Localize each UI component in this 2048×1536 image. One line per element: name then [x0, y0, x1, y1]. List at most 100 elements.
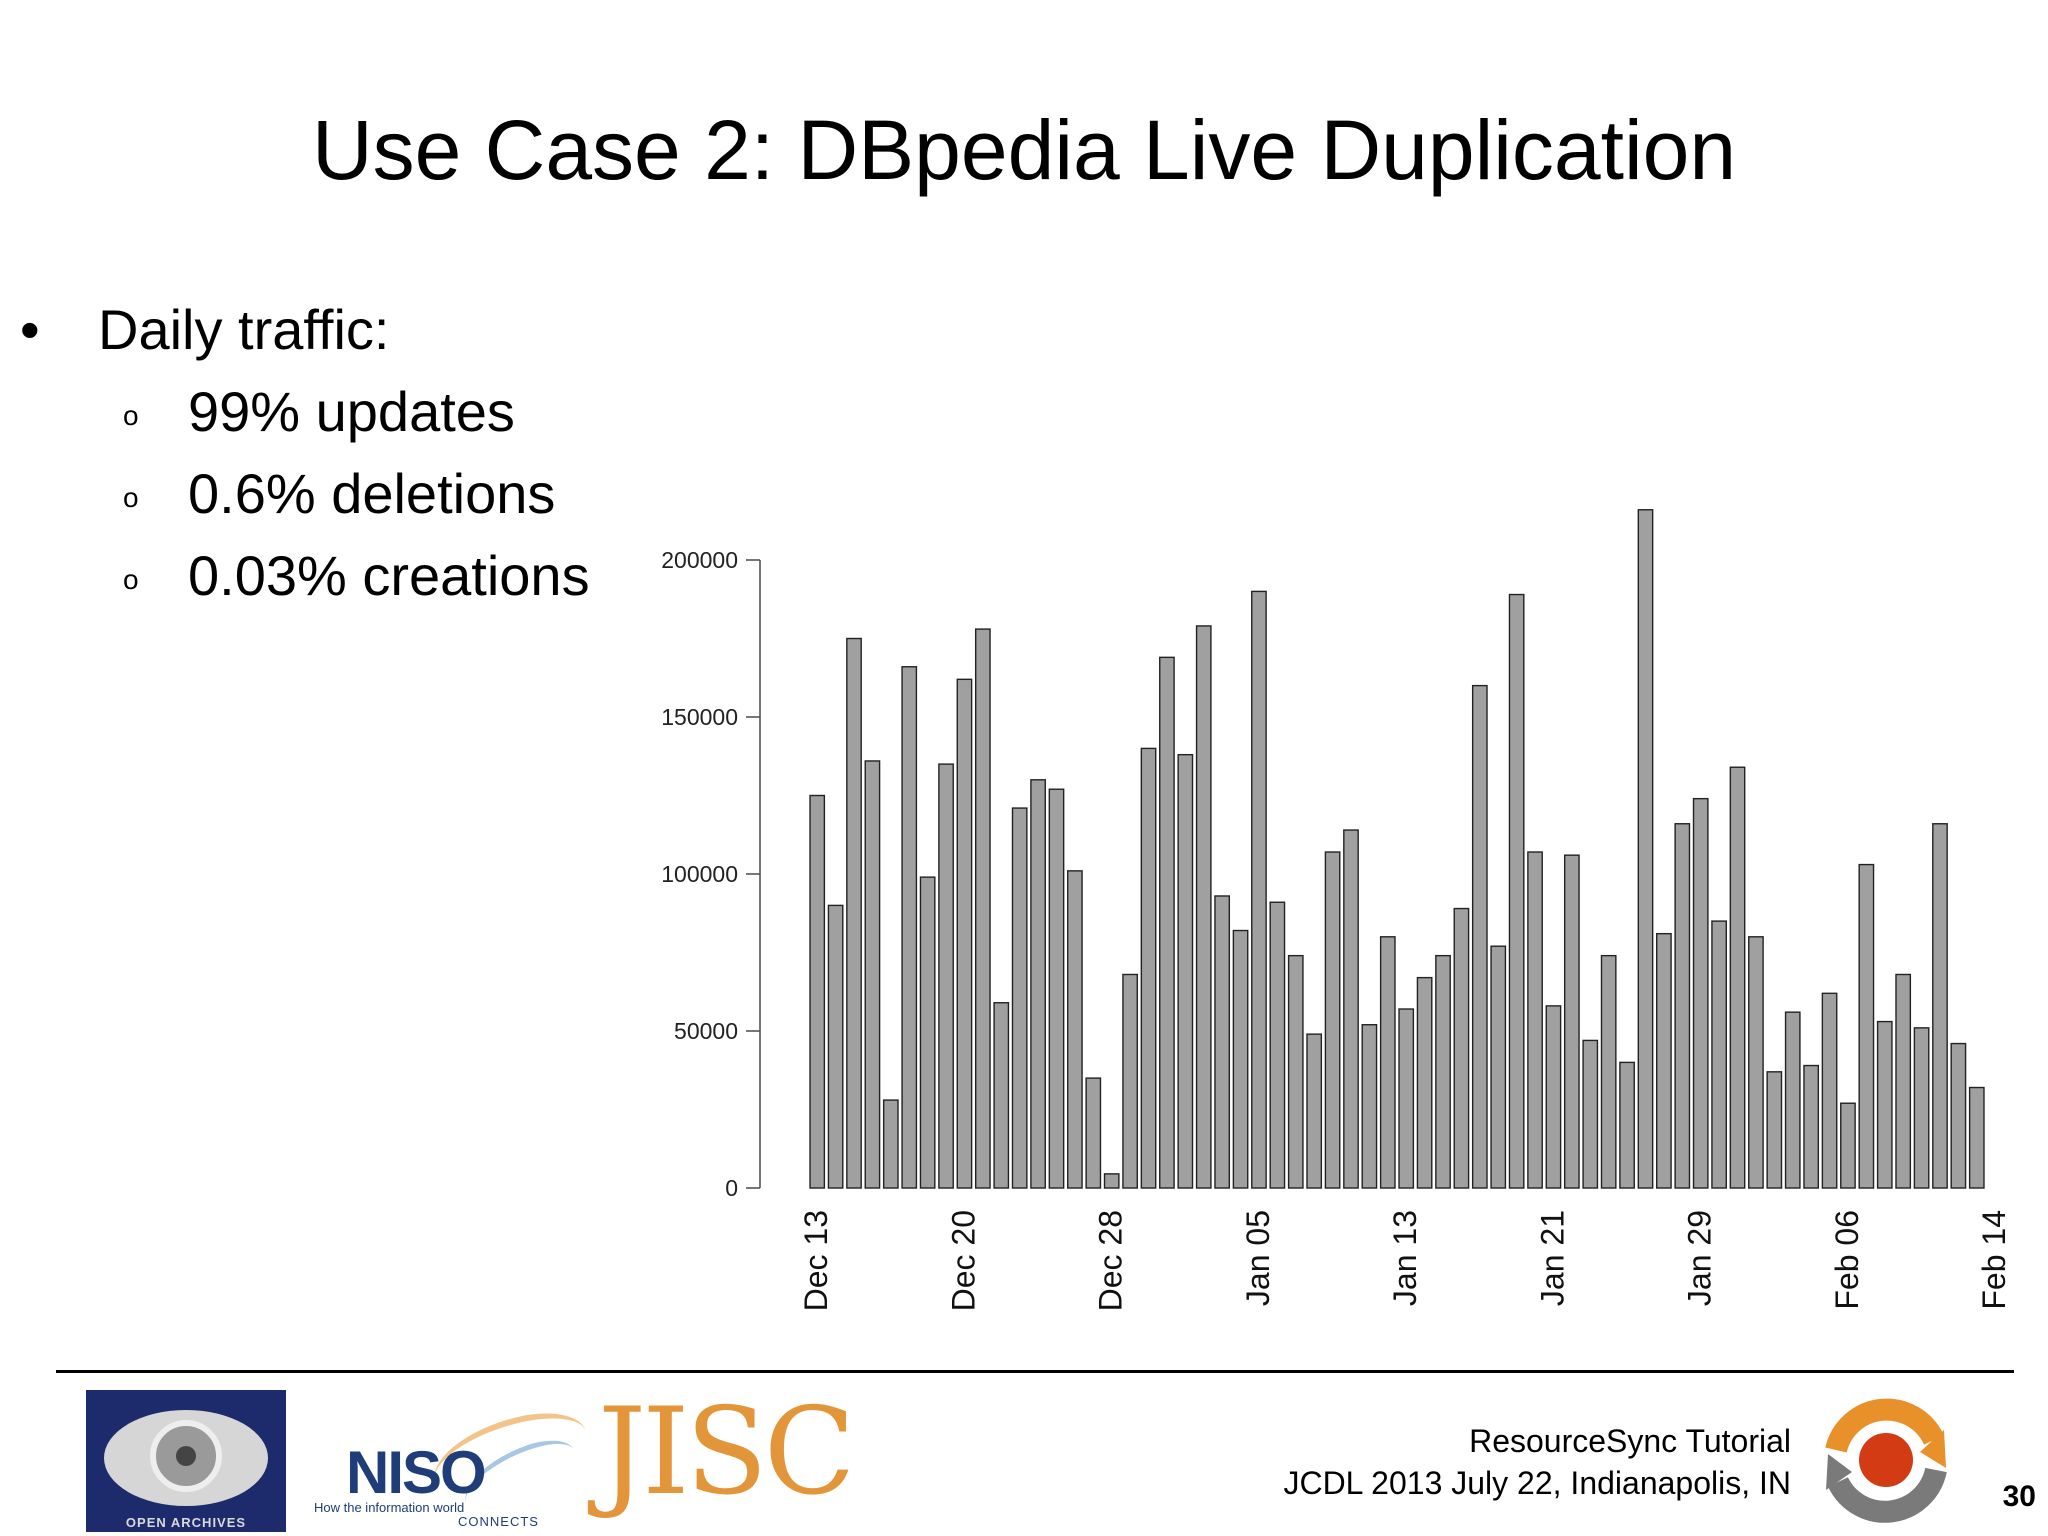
chart-bar: [1527, 851, 1543, 1189]
chart-bar: [1582, 1039, 1599, 1189]
chart-bar: [1122, 973, 1138, 1189]
chart-bar: [1803, 1064, 1820, 1189]
chart-bar: [1306, 1033, 1323, 1189]
x-axis-tick-label: Dec 28: [1093, 1210, 1129, 1311]
y-axis-tick-label: 100000: [661, 861, 738, 887]
bullet-text: Daily traffic:: [98, 298, 390, 361]
chart-bar: [1692, 797, 1709, 1189]
chart-bar: [1361, 1024, 1378, 1189]
x-axis-tick-label: Feb 06: [1829, 1210, 1865, 1310]
chart-bar: [1232, 929, 1249, 1189]
chart-bar: [846, 637, 862, 1189]
chart-bar: [1103, 1173, 1120, 1189]
chart-bar: [1508, 593, 1525, 1189]
sub-bullet-marker: o: [123, 564, 139, 595]
daily-traffic-bar-chart: 0 50000 100000 150000 200000 Dec 13 Dec 20 Dec …: [661, 509, 2012, 1311]
y-axis-tick-label: 150000: [661, 704, 738, 730]
sub-bullet-marker: o: [123, 400, 139, 431]
page-number: 30: [2002, 1480, 2036, 1513]
chart-bar: [1913, 1027, 1930, 1189]
chart-bar: [1821, 992, 1838, 1189]
niso-tagline-connects: CONNECTS: [458, 1514, 539, 1529]
x-axis-tick-label: Feb 14: [1976, 1210, 2012, 1310]
disc-center: [176, 1446, 196, 1466]
chart-bar: [1398, 1008, 1415, 1189]
x-axis-tick-label: Jan 05: [1240, 1210, 1276, 1306]
chart-bar: [1619, 1061, 1635, 1189]
chart-bar: [809, 794, 826, 1189]
footer-line-1: ResourceSync Tutorial: [1469, 1423, 1791, 1459]
niso-wordmark: NISO: [346, 1439, 487, 1506]
niso-tagline: How the information world: [314, 1500, 465, 1515]
open-archives-logo: OPEN ARCHIVES: [86, 1390, 286, 1532]
y-axis-tick-label: 50000: [674, 1018, 738, 1044]
chart-bar: [1840, 1102, 1856, 1189]
chart-bar: [1766, 1071, 1783, 1189]
resourcesync-logo-icon: [1825, 1398, 1947, 1523]
chart-bar: [974, 628, 991, 1189]
x-axis-tick-label: Jan 21: [1534, 1210, 1570, 1306]
jisc-logo: JISC: [598, 1383, 856, 1522]
bullet-marker: •: [20, 298, 40, 361]
y-axis-tick-label: 200000: [661, 547, 738, 573]
chart-bar: [1674, 823, 1691, 1189]
chart-bar: [1545, 1005, 1562, 1189]
sub-bullet-text: 99% updates: [188, 380, 515, 443]
chart-bar: [919, 876, 936, 1189]
chart-bar: [1600, 954, 1617, 1189]
chart-bar: [1876, 1020, 1893, 1189]
chart-bar: [1950, 1042, 1967, 1189]
sub-bullet-marker: o: [123, 482, 139, 513]
chart-bar: [1784, 1011, 1801, 1189]
x-axis-tick-label: Dec 13: [798, 1210, 834, 1311]
niso-logo: NISO How the information world CONNECTS: [310, 1400, 610, 1530]
x-axis-tick-label: Dec 20: [945, 1210, 981, 1311]
chart-bar: [1471, 684, 1488, 1189]
slide-title: Use Case 2: DBpedia Live Duplication: [311, 103, 1737, 197]
chart-bar: [1195, 625, 1212, 1189]
chart-bar: [1177, 753, 1194, 1189]
x-axis-tick-label: Jan 13: [1387, 1210, 1423, 1306]
chart-bar: [938, 763, 954, 1189]
chart-bar: [1030, 779, 1046, 1189]
y-axis-tick-label: 0: [725, 1175, 738, 1201]
chart-bar: [1932, 823, 1948, 1189]
chart-bar: [901, 666, 918, 1189]
chart-bar: [1968, 1086, 1985, 1189]
chart-bar: [1490, 945, 1507, 1189]
chart-bar: [1895, 973, 1912, 1189]
chart-bar: [1379, 936, 1396, 1189]
chart-bar: [1416, 976, 1433, 1189]
sub-bullet-text: 0.03% creations: [188, 544, 590, 607]
footer-caption: ResourceSync Tutorial JCDL 2013 July 22,…: [1283, 1420, 1791, 1504]
chart-bar: [1140, 747, 1157, 1189]
chart-bar: [1048, 788, 1065, 1189]
chart-bar: [1324, 851, 1341, 1189]
chart-bar: [827, 904, 844, 1189]
chart-bar: [882, 1099, 899, 1189]
chart-bar: [1287, 954, 1304, 1189]
chart-bar: [1067, 870, 1083, 1189]
chart-bar: [864, 760, 881, 1189]
open-archives-logo-text: OPEN ARCHIVES: [125, 1515, 247, 1530]
chart-bar: [1637, 509, 1654, 1189]
footer-line-2: JCDL 2013 July 22, Indianapolis, IN: [1283, 1465, 1791, 1501]
chart-bar: [1085, 1077, 1102, 1189]
chart-bar: [1711, 920, 1727, 1189]
chart-bar: [1858, 863, 1875, 1189]
chart-bar: [1251, 590, 1267, 1189]
sub-bullet-text: 0.6% deletions: [188, 462, 556, 525]
chart-bar: [1011, 807, 1028, 1189]
chart-bar: [1453, 907, 1470, 1189]
chart-bar: [1435, 954, 1451, 1189]
chart-bar: [1159, 656, 1175, 1189]
chart-bar: [1269, 901, 1286, 1189]
x-axis-tick-label: Jan 29: [1682, 1210, 1718, 1306]
footer-divider: [56, 1370, 2014, 1373]
chart-bar: [1656, 932, 1672, 1189]
chart-bar: [1343, 829, 1359, 1189]
chart-bar: [1748, 936, 1764, 1189]
chart-bar: [1214, 895, 1231, 1189]
chart-bar: [993, 1002, 1010, 1189]
chart-bar: [1563, 854, 1580, 1189]
